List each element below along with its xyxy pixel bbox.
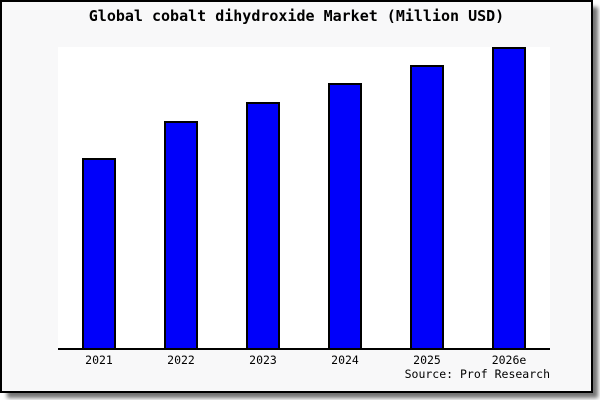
bar-2025 — [410, 65, 444, 348]
bars-group — [58, 47, 550, 348]
bar-2022 — [164, 121, 198, 348]
chart-title: Global cobalt dihydroxide Market (Millio… — [88, 7, 505, 25]
bar-2024 — [328, 83, 362, 348]
x-tick-label-2026e: 2026e — [491, 353, 527, 367]
source-note: Source: Prof Research — [404, 367, 550, 381]
bar-2021 — [82, 158, 116, 348]
bar-slot-2021 — [58, 47, 140, 348]
bar-slot-2022 — [140, 47, 222, 348]
x-tick-label-2021: 2021 — [85, 353, 113, 367]
bar-slot-2026e — [468, 47, 550, 348]
x-axis-labels: 2021 2022 2023 2024 2025 2026e — [58, 352, 550, 368]
bar-slot-2024 — [304, 47, 386, 348]
bar-slot-2023 — [222, 47, 304, 348]
x-tick-label-2024: 2024 — [331, 353, 359, 367]
x-tick-label-2023: 2023 — [249, 353, 277, 367]
x-tick-label-2022: 2022 — [167, 353, 195, 367]
plot-area — [58, 47, 550, 350]
chart-panel: Global cobalt dihydroxide Market (Millio… — [0, 0, 593, 393]
bar-2026e — [492, 47, 526, 348]
x-tick-label-2025: 2025 — [413, 353, 441, 367]
bar-slot-2025 — [386, 47, 468, 348]
bar-2023 — [246, 102, 280, 348]
